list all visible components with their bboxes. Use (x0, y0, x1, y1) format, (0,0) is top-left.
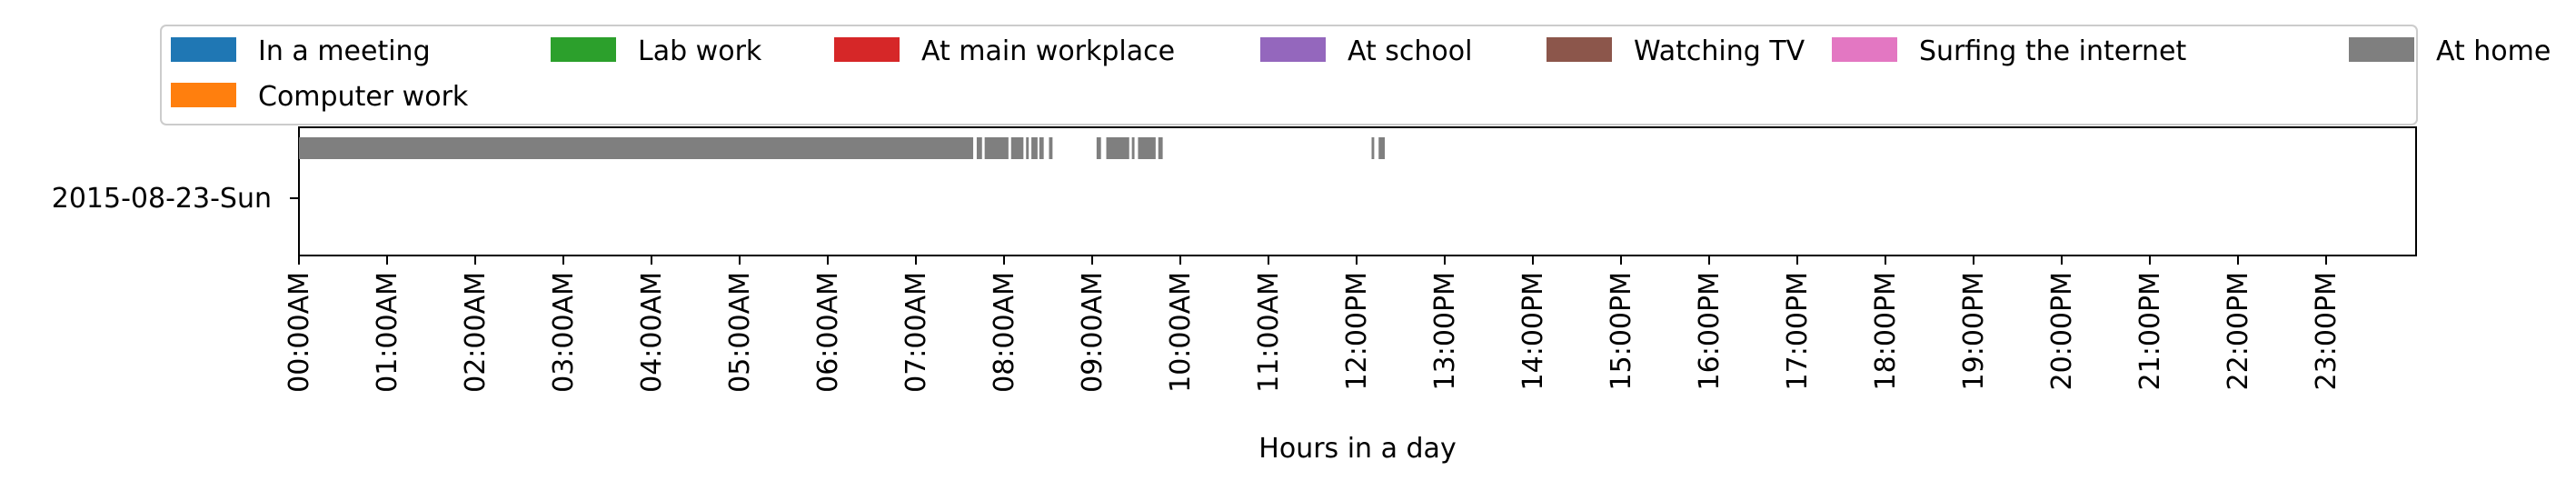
y-tick-label: 2015-08-23-Sun (52, 183, 272, 215)
y-axis: 2015-08-23-Sun (52, 183, 299, 215)
x-tick-label: 03:00AM (548, 272, 580, 393)
activity-segment (1096, 137, 1101, 159)
x-tick-label: 19:00PM (1958, 272, 1990, 390)
x-axis-title: Hours in a day (1258, 433, 1456, 465)
x-tick-label: 21:00PM (2134, 272, 2166, 390)
x-tick-label: 06:00AM (812, 272, 844, 393)
legend-swatch (2349, 37, 2414, 62)
legend-label: Surfing the internet (1919, 35, 2186, 67)
x-tick-label: 20:00PM (2046, 272, 2078, 390)
x-tick-label: 04:00AM (636, 272, 668, 393)
legend-label: Computer work (258, 81, 469, 113)
legend-label: At home (2436, 35, 2551, 67)
activity-segment (1031, 137, 1038, 159)
activity-segment (1138, 137, 1156, 159)
x-tick-label: 00:00AM (283, 272, 315, 393)
legend-label: At school (1348, 35, 1472, 67)
legend-swatch (1547, 37, 1612, 62)
x-tick-label: 12:00PM (1341, 272, 1373, 390)
x-tick-label: 01:00AM (372, 272, 403, 393)
activity-segment (1026, 137, 1029, 159)
activity-segment (1371, 137, 1375, 159)
activity-segment (1131, 137, 1135, 159)
legend-label: At main workplace (921, 35, 1175, 67)
x-tick-label: 17:00PM (1782, 272, 1814, 390)
x-tick-label: 13:00PM (1429, 272, 1461, 390)
activity-segment (1039, 137, 1044, 159)
x-tick-label: 16:00PM (1694, 272, 1726, 390)
x-tick-label: 22:00PM (2223, 272, 2254, 390)
activity-segment (1378, 137, 1386, 159)
x-tick-label: 15:00PM (1606, 272, 1637, 390)
legend: In a meeting Lab work At main workplace At … (160, 25, 2551, 125)
legend-swatch (171, 83, 236, 107)
activity-segment (976, 137, 982, 159)
x-tick-label: 09:00AM (1077, 272, 1109, 393)
x-tick-label: 05:00AM (724, 272, 756, 393)
legend-label: In a meeting (258, 35, 431, 67)
activity-segment (1049, 137, 1053, 159)
legend-swatch (834, 37, 900, 62)
activity-segment (984, 137, 1009, 159)
activity-segment (1106, 137, 1129, 159)
legend-swatch (1260, 37, 1326, 62)
x-tick-label: 11:00AM (1253, 272, 1285, 393)
legend-swatch (171, 37, 236, 62)
legend-label: Watching TV (1634, 35, 1805, 67)
x-axis: 00:00AM 01:00AM 02:00AM 03:00AM 04:00AM 05:00… (283, 256, 2342, 393)
legend-swatch (551, 37, 616, 62)
activity-segment (1158, 137, 1163, 159)
x-tick-label: 10:00AM (1165, 272, 1197, 393)
activity-bars (299, 137, 1386, 159)
legend-swatch (1832, 37, 1897, 62)
x-tick-label: 02:00AM (460, 272, 492, 393)
x-tick-label: 14:00PM (1517, 272, 1549, 390)
activity-segment (299, 137, 974, 159)
x-tick-label: 23:00PM (2311, 272, 2342, 390)
x-tick-label: 08:00AM (989, 272, 1020, 393)
x-tick-label: 18:00PM (1870, 272, 1902, 390)
activity-segment (1010, 137, 1024, 159)
legend-label: Lab work (638, 35, 762, 67)
x-tick-label: 07:00AM (900, 272, 932, 393)
